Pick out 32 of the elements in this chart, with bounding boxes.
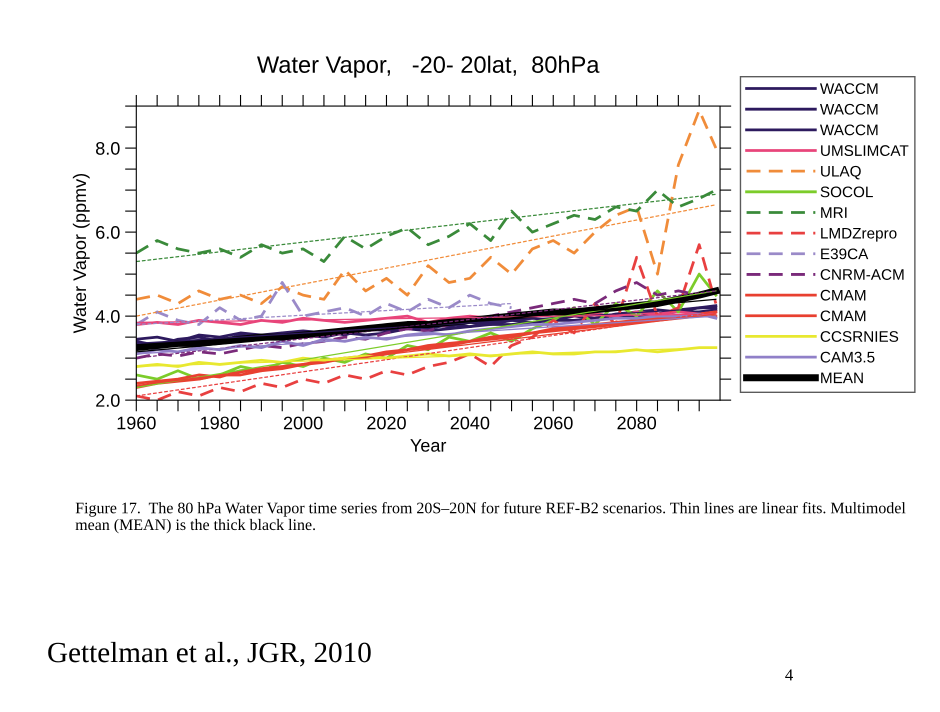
x-tick-label: 2020 — [367, 416, 406, 430]
x-tick-label: 1960 — [118, 416, 156, 430]
legend-label: MEAN — [821, 372, 863, 384]
chart-title: Water Vapor, -20- 20lat, 80hPa — [257, 56, 600, 78]
x-tick-label: 2080 — [617, 416, 656, 430]
legend-label: MRI — [821, 207, 847, 218]
legend-label: CNRM-ACM — [820, 269, 904, 280]
legend-label: E39CA — [821, 248, 868, 260]
legend-label: ULAQ — [821, 166, 861, 180]
y-tick-label: 8.0 — [96, 142, 120, 155]
legend-label: CMAM — [820, 310, 866, 322]
legend-label: CCSRNIES — [820, 331, 898, 342]
x-tick-label: 2000 — [284, 416, 322, 430]
legend-label: WACCM — [820, 83, 878, 94]
x-tick-label: 1980 — [200, 416, 240, 430]
x-axis-title: Year — [410, 439, 446, 452]
legend-label: UMSLIMCAT — [821, 145, 908, 156]
y-tick-label: 2.0 — [96, 394, 120, 407]
x-tick-label: 2040 — [450, 416, 490, 430]
y-tick-label: 6.0 — [96, 226, 120, 239]
legend-label: WACCM — [820, 124, 878, 136]
legend-label: CAM3.5 — [820, 352, 874, 363]
legend-label: SOCOL — [820, 186, 873, 198]
y-tick-label: 4.0 — [96, 310, 120, 323]
caption: Figure 17. The 80 hPa Water Vapor time series from 20S–20N for future REF-B2 scenarios. Thin lines are linear fits. Multimodel mean (MEAN) is the thick black line. — [76, 502, 906, 534]
legend-label: CMAM — [820, 290, 866, 301]
x-tick-label: 2060 — [534, 416, 573, 430]
legend-label: LMDZrepro — [821, 228, 897, 242]
legend-label: WACCM — [820, 104, 878, 115]
y-axis-title: Water Vapor (ppmv) — [72, 174, 90, 334]
text: 4 — [785, 669, 793, 680]
text: Gettelman et al., JGR, 2010 — [48, 642, 371, 667]
